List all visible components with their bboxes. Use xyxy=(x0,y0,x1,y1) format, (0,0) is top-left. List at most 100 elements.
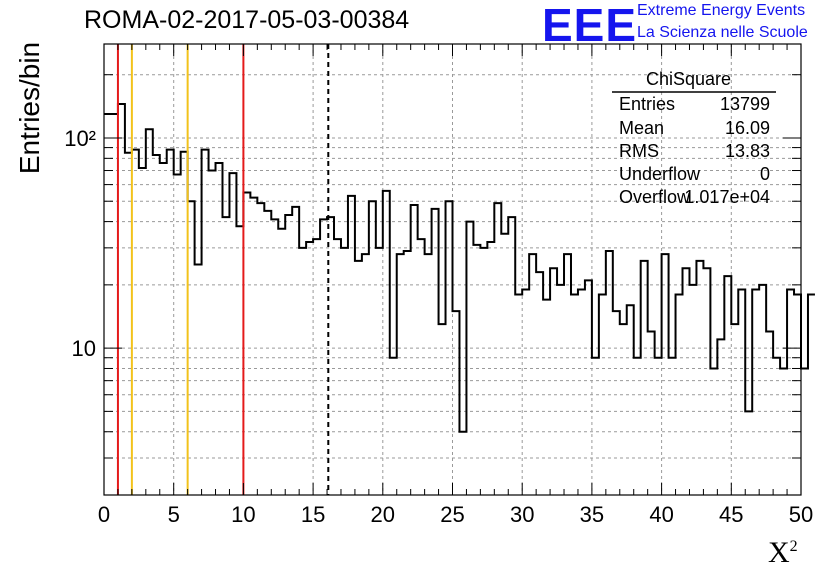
x-tick-label: 45 xyxy=(719,502,743,527)
x-tick-label: 35 xyxy=(580,502,604,527)
stats-label-underflow: Underflow xyxy=(619,164,701,184)
stats-label-mean: Mean xyxy=(619,118,665,138)
stats-value-rms: 13.83 xyxy=(724,141,770,161)
histogram-bin xyxy=(676,294,683,495)
histogram-bin xyxy=(606,251,613,495)
x-tick-label: 15 xyxy=(301,502,325,527)
histogram-bin xyxy=(216,163,223,495)
x-tick-label: 10 xyxy=(231,502,255,527)
histogram-bin xyxy=(153,155,160,495)
x-axis-label: Χ2 xyxy=(768,536,798,569)
histogram-bin xyxy=(480,248,487,495)
histogram-bin xyxy=(578,290,585,495)
histogram-bin xyxy=(752,290,759,495)
histogram-bin xyxy=(717,339,724,495)
stats-value-underflow: 0 xyxy=(759,164,770,184)
histogram-bin xyxy=(801,368,808,495)
histogram-bin xyxy=(627,305,634,495)
x-tick-label: 25 xyxy=(440,502,464,527)
x-tick-label: 40 xyxy=(649,502,673,527)
histogram-bin xyxy=(710,368,717,495)
histogram-bin xyxy=(411,205,418,495)
stats-label-rms: RMS xyxy=(619,141,659,161)
histogram-bin xyxy=(188,201,195,495)
histogram-bin xyxy=(508,217,515,495)
histogram-bin xyxy=(229,173,236,495)
histogram-bin xyxy=(264,211,271,495)
histogram-bin xyxy=(522,290,529,495)
histogram-bin xyxy=(404,251,411,495)
histogram-bin xyxy=(731,324,738,495)
histogram-bin xyxy=(369,201,376,495)
histogram-bin xyxy=(202,150,209,495)
histogram-bin xyxy=(738,290,745,495)
histogram-bin xyxy=(773,358,780,495)
y-axis-label: Entries/bin xyxy=(14,41,45,175)
histogram-bin xyxy=(299,248,306,495)
histogram-bin xyxy=(585,280,592,495)
histogram-bin xyxy=(425,254,432,495)
stats-label-entries: Entries xyxy=(619,94,676,114)
stats-label-overflow: Overflow xyxy=(619,187,691,207)
histogram-bin xyxy=(689,285,696,495)
histogram-bin xyxy=(118,104,125,495)
stats-value-overflow: 1.017e+04 xyxy=(684,187,770,207)
axis-ticks: 0 5 10 15 20 25 30 35 40 45 50 10 10² xyxy=(64,44,813,527)
histogram-bin xyxy=(195,264,202,495)
histogram-bin xyxy=(222,217,229,495)
histogram-bin xyxy=(236,226,243,495)
histogram-bin xyxy=(571,294,578,495)
histogram-bin xyxy=(285,215,292,495)
histogram-line xyxy=(104,103,815,433)
histogram-bin xyxy=(397,254,404,495)
histogram-bin xyxy=(724,276,731,495)
histogram-bars xyxy=(104,103,815,495)
histogram-bin xyxy=(662,254,669,495)
histogram-bin xyxy=(745,411,752,495)
reference-lines xyxy=(116,44,330,495)
eee-logo: EEE xyxy=(542,0,638,51)
x-tick-label: 5 xyxy=(168,502,180,527)
histogram-bin xyxy=(466,222,473,495)
histogram-bin xyxy=(111,114,118,495)
histogram-bin xyxy=(257,203,264,495)
histogram-bin xyxy=(139,168,146,495)
x-tick-label: 0 xyxy=(98,502,110,527)
histogram-bin xyxy=(529,254,536,495)
y-tick-label: 10 xyxy=(72,336,96,361)
chart-title: ROMA-02-2017-05-03-00384 xyxy=(84,6,410,34)
histogram-bin xyxy=(634,358,641,495)
histogram-bin xyxy=(557,285,564,495)
histogram-bin xyxy=(383,191,390,495)
histogram-bin xyxy=(146,129,153,495)
histogram-bin xyxy=(564,254,571,495)
histogram-bin xyxy=(494,203,501,495)
histogram-bin xyxy=(348,196,355,495)
histogram-bin xyxy=(648,331,655,495)
histogram-bin xyxy=(780,368,787,495)
histogram-bin xyxy=(696,261,703,495)
x-tick-label: 30 xyxy=(510,502,534,527)
histogram-bin xyxy=(501,234,508,495)
histogram-bin xyxy=(536,272,543,495)
histogram-bin xyxy=(787,290,794,495)
stats-value-entries: 13799 xyxy=(719,94,770,114)
histogram-bin xyxy=(292,207,299,495)
histogram-bin xyxy=(487,242,494,495)
histogram-bin xyxy=(250,198,257,495)
histogram-bin xyxy=(174,175,181,495)
stats-value-mean: 16.09 xyxy=(724,118,770,138)
histogram-bin xyxy=(376,248,383,495)
histogram-bin xyxy=(759,285,766,495)
histogram-bin xyxy=(313,239,320,495)
histogram-bin xyxy=(355,261,362,495)
histogram-bin xyxy=(543,300,550,495)
histogram-bin xyxy=(473,245,480,495)
histogram-bin xyxy=(620,324,627,495)
histogram-bin xyxy=(439,324,446,495)
histogram-bin xyxy=(125,153,132,495)
histogram-bin xyxy=(669,358,676,495)
x-tick-label: 20 xyxy=(371,502,395,527)
histogram-bin xyxy=(271,219,278,495)
